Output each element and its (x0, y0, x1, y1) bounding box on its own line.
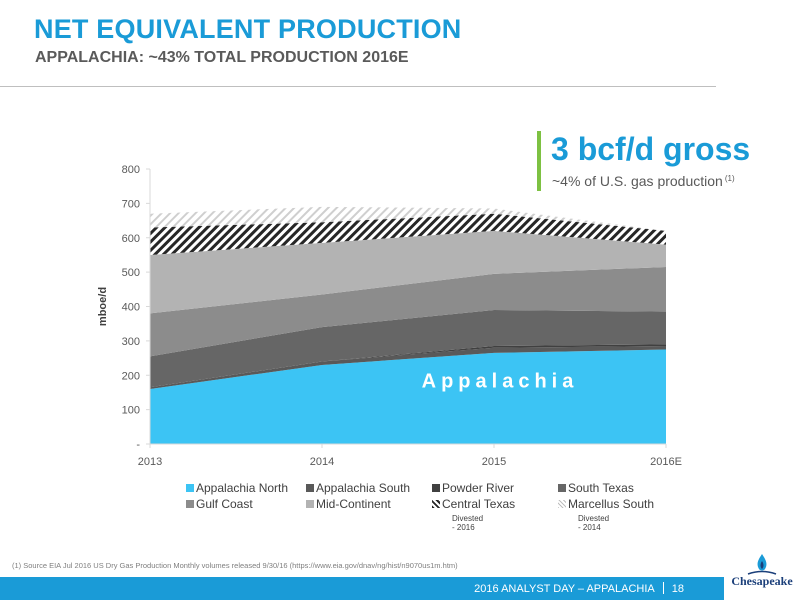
legend-note-marcellus-south: Divested - 2014 (578, 514, 610, 532)
legend-label: Central Texas (442, 497, 516, 511)
area-marcellus-south (150, 206, 666, 231)
flame-icon (747, 554, 777, 575)
legend-swatch (186, 484, 194, 492)
legend-swatch (558, 484, 566, 492)
y-tick-label: 200 (122, 370, 140, 382)
area-central-texas (150, 213, 666, 255)
area-mid-continent (150, 230, 666, 314)
page-number: 18 (671, 583, 684, 595)
legend-label: Powder River (442, 481, 515, 495)
y-tick-label: 600 (122, 233, 140, 245)
legend-item-mid-continent: Mid-Continent (306, 497, 391, 511)
y-tick-label: 700 (122, 198, 140, 210)
logo-wordmark: Chesapeake (731, 574, 793, 588)
legend-item-appalachia-south: Appalachia South (306, 481, 410, 495)
legend-swatch (306, 484, 314, 492)
callout-subtext: ~4% of U.S. gas production (1) (552, 173, 735, 189)
area-south-texas (150, 309, 666, 388)
footer-label: 2016 ANALYST DAY – APPALACHIA 18 (474, 582, 684, 595)
area-gulf-coast (150, 266, 666, 357)
chart-areas (150, 206, 666, 444)
page-title: NET EQUIVALENT PRODUCTION (34, 14, 462, 44)
y-tick-label: 800 (122, 164, 140, 176)
production-area-chart: - 100 200 300 400 500 600 700 800 2013 2014 2015 201… (97, 164, 682, 468)
legend-label: Appalachia North (196, 481, 289, 495)
legend-label: South Texas (568, 481, 634, 495)
legend-item-south-texas: South Texas (558, 481, 634, 495)
legend-swatch (432, 484, 440, 492)
chart-annotation-appalachia: Appalachia (422, 370, 579, 392)
y-tick-label: 100 (122, 405, 140, 417)
footer-bar: 2016 ANALYST DAY – APPALACHIA 18 (0, 577, 724, 600)
legend-item-marcellus-south: Marcellus South (558, 497, 654, 511)
chart-axes: - 100 200 300 400 500 600 700 800 2013 2014 2015 201… (97, 164, 682, 468)
footer-separator (662, 582, 664, 594)
callout-subtext-label: ~4% of U.S. gas production (552, 173, 723, 189)
y-tick-label: 500 (122, 267, 140, 279)
y-axis-title: mboe/d (97, 287, 109, 326)
legend-label: Gulf Coast (196, 497, 253, 511)
x-tick-label: 2016E (650, 456, 682, 468)
x-tick-label: 2013 (138, 456, 162, 468)
source-footnote: (1) Source EIA Jul 2016 US Dry Gas Produ… (12, 561, 458, 570)
x-tick-label: 2015 (482, 456, 506, 468)
callout-footnote-ref: (1) (724, 174, 735, 183)
legend-label: Appalachia South (316, 481, 411, 495)
y-tick-label: - (136, 439, 140, 451)
legend-swatch (306, 500, 314, 508)
area-appalachia-north (150, 349, 666, 444)
legend-note-central-texas: Divested - 2016 (452, 514, 484, 532)
chesapeake-logo: Chesapeake (730, 552, 794, 596)
legend-item-appalachia-north: Appalachia North (186, 481, 288, 495)
legend-swatch (558, 500, 566, 508)
callout-headline: 3 bcf/d gross (551, 131, 751, 167)
legend-item-central-texas: Central Texas (432, 497, 515, 511)
footer-title: 2016 ANALYST DAY – APPALACHIA (474, 583, 655, 595)
legend-label: Marcellus South (568, 497, 655, 511)
legend-item-powder-river: Powder River (432, 481, 514, 495)
y-tick-label: 300 (122, 336, 140, 348)
x-tick-label: 2014 (310, 456, 334, 468)
legend-swatch (186, 500, 194, 508)
page-subtitle: APPALACHIA: ~43% TOTAL PRODUCTION 2016E (35, 49, 409, 66)
callout-accent-bar (537, 131, 541, 191)
legend-label: Mid-Continent (316, 497, 391, 511)
legend-item-gulf-coast: Gulf Coast (186, 497, 253, 511)
header-divider (0, 86, 716, 87)
legend-swatch (432, 500, 440, 508)
y-tick-label: 400 (122, 302, 140, 314)
